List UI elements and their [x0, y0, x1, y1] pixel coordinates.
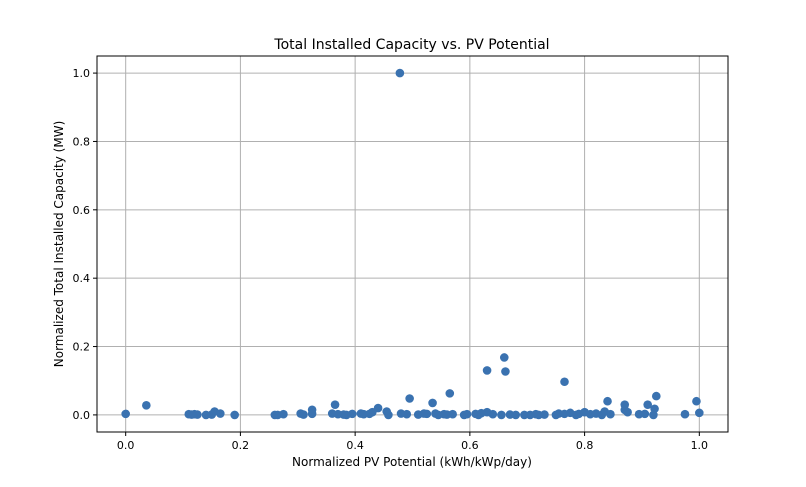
data-point: [347, 409, 357, 419]
data-point: [402, 409, 412, 419]
data-point: [499, 353, 509, 362]
data-point: [373, 403, 383, 413]
data-point: [121, 409, 130, 419]
data-point: [511, 410, 521, 420]
y-tick-label: 1.0: [73, 67, 91, 80]
x-tick-label: 0.0: [117, 439, 135, 452]
axes-frame: [96, 55, 729, 433]
y-tick-label: 0.8: [73, 135, 91, 148]
data-point: [606, 409, 615, 419]
ticks: 0.0 0.2 0.4 0.6 0.8 1.0 0.0 0.2 0.4 0.6 0.8 1.0: [73, 67, 709, 452]
data-point: [643, 400, 652, 409]
data-point: [330, 400, 340, 409]
data-point: [422, 409, 432, 419]
data-point: [497, 410, 506, 420]
data-point: [680, 409, 690, 419]
data-point: [623, 407, 632, 417]
data-point: [395, 68, 405, 78]
x-tick-label: 0.8: [576, 439, 594, 452]
data-point: [384, 410, 393, 420]
data-point: [651, 391, 661, 401]
data-point: [445, 389, 455, 398]
chart-title: Total Installed Capacity vs. PV Potentia…: [273, 37, 549, 53]
data-point: [560, 377, 569, 387]
data-point: [540, 410, 549, 419]
data-point: [299, 410, 308, 419]
x-tick-label: 1.0: [691, 439, 709, 452]
data-point: [692, 396, 701, 406]
data-point: [695, 408, 704, 418]
y-tick-label: 0.0: [73, 409, 91, 422]
data-point: [230, 410, 239, 420]
x-tick-label: 0.2: [232, 439, 250, 452]
x-tick-label: 0.4: [346, 439, 364, 452]
grid: [97, 56, 728, 432]
data-point: [307, 409, 317, 419]
data-point: [501, 367, 510, 376]
data-point: [448, 409, 457, 419]
data-point: [650, 404, 659, 414]
data-point: [142, 401, 151, 410]
y-tick-label: 0.6: [73, 204, 91, 217]
data-point: [462, 409, 472, 419]
data-point: [482, 366, 492, 375]
x-axis-label: Normalized PV Potential (kWh/kWp/day): [292, 455, 532, 469]
x-tick-label: 0.6: [461, 439, 479, 452]
data-point: [405, 394, 414, 403]
data-point: [640, 409, 650, 419]
data-point: [216, 409, 225, 418]
data-point: [193, 410, 202, 419]
data-point: [428, 398, 437, 408]
data-point: [603, 396, 612, 406]
y-tick-label: 0.4: [73, 272, 91, 285]
y-axis-label: Normalized Total Installed Capacity (MW): [52, 121, 66, 367]
points: [121, 68, 704, 420]
y-tick-label: 0.2: [73, 341, 91, 354]
data-point: [488, 409, 498, 419]
data-point: [279, 409, 288, 419]
